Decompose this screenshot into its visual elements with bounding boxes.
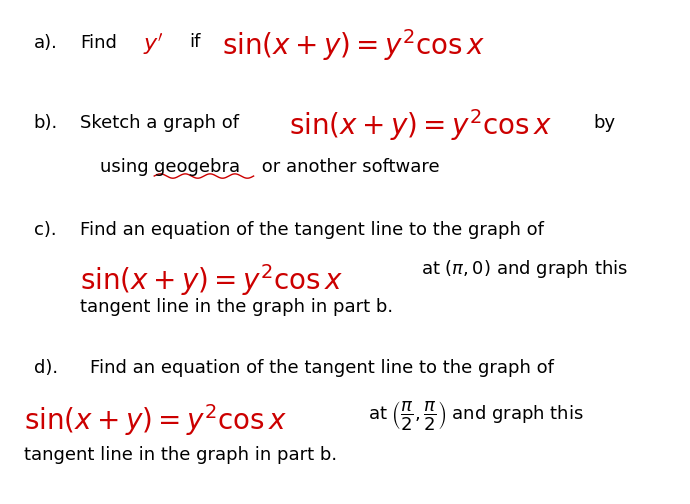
Text: $\sin(x+y)=y^2\cos x$: $\sin(x+y)=y^2\cos x$ xyxy=(80,262,343,297)
Text: Find an equation of the tangent line to the graph of: Find an equation of the tangent line to … xyxy=(80,221,544,238)
Text: c).: c). xyxy=(34,221,57,238)
Text: tangent line in the graph in part b.: tangent line in the graph in part b. xyxy=(23,446,337,464)
Text: or another software: or another software xyxy=(255,158,440,176)
Text: $y'$: $y'$ xyxy=(143,32,164,57)
Text: $\sin(x+y)=y^2\cos x$: $\sin(x+y)=y^2\cos x$ xyxy=(222,27,486,63)
Text: $\sin(x+y)=y^2\cos x$: $\sin(x+y)=y^2\cos x$ xyxy=(23,402,287,438)
Text: at $(\pi,0)$ and graph this: at $(\pi,0)$ and graph this xyxy=(421,258,628,280)
Text: tangent line in the graph in part b.: tangent line in the graph in part b. xyxy=(80,298,393,316)
Text: if: if xyxy=(189,33,201,51)
Text: by: by xyxy=(593,114,615,132)
Text: d).: d). xyxy=(34,359,58,377)
Text: Find: Find xyxy=(80,34,117,52)
Text: $\sin(x+y)=y^2\cos x$: $\sin(x+y)=y^2\cos x$ xyxy=(288,107,552,143)
Text: at $\left(\dfrac{\pi}{2},\dfrac{\pi}{2}\right)$ and graph this: at $\left(\dfrac{\pi}{2},\dfrac{\pi}{2}\… xyxy=(368,399,584,431)
Text: geogebra: geogebra xyxy=(155,158,240,176)
Text: Find an equation of the tangent line to the graph of: Find an equation of the tangent line to … xyxy=(90,359,554,377)
Text: b).: b). xyxy=(34,114,58,132)
Text: using: using xyxy=(100,158,155,176)
Text: a).: a). xyxy=(34,34,57,52)
Text: Sketch a graph of: Sketch a graph of xyxy=(80,114,239,132)
